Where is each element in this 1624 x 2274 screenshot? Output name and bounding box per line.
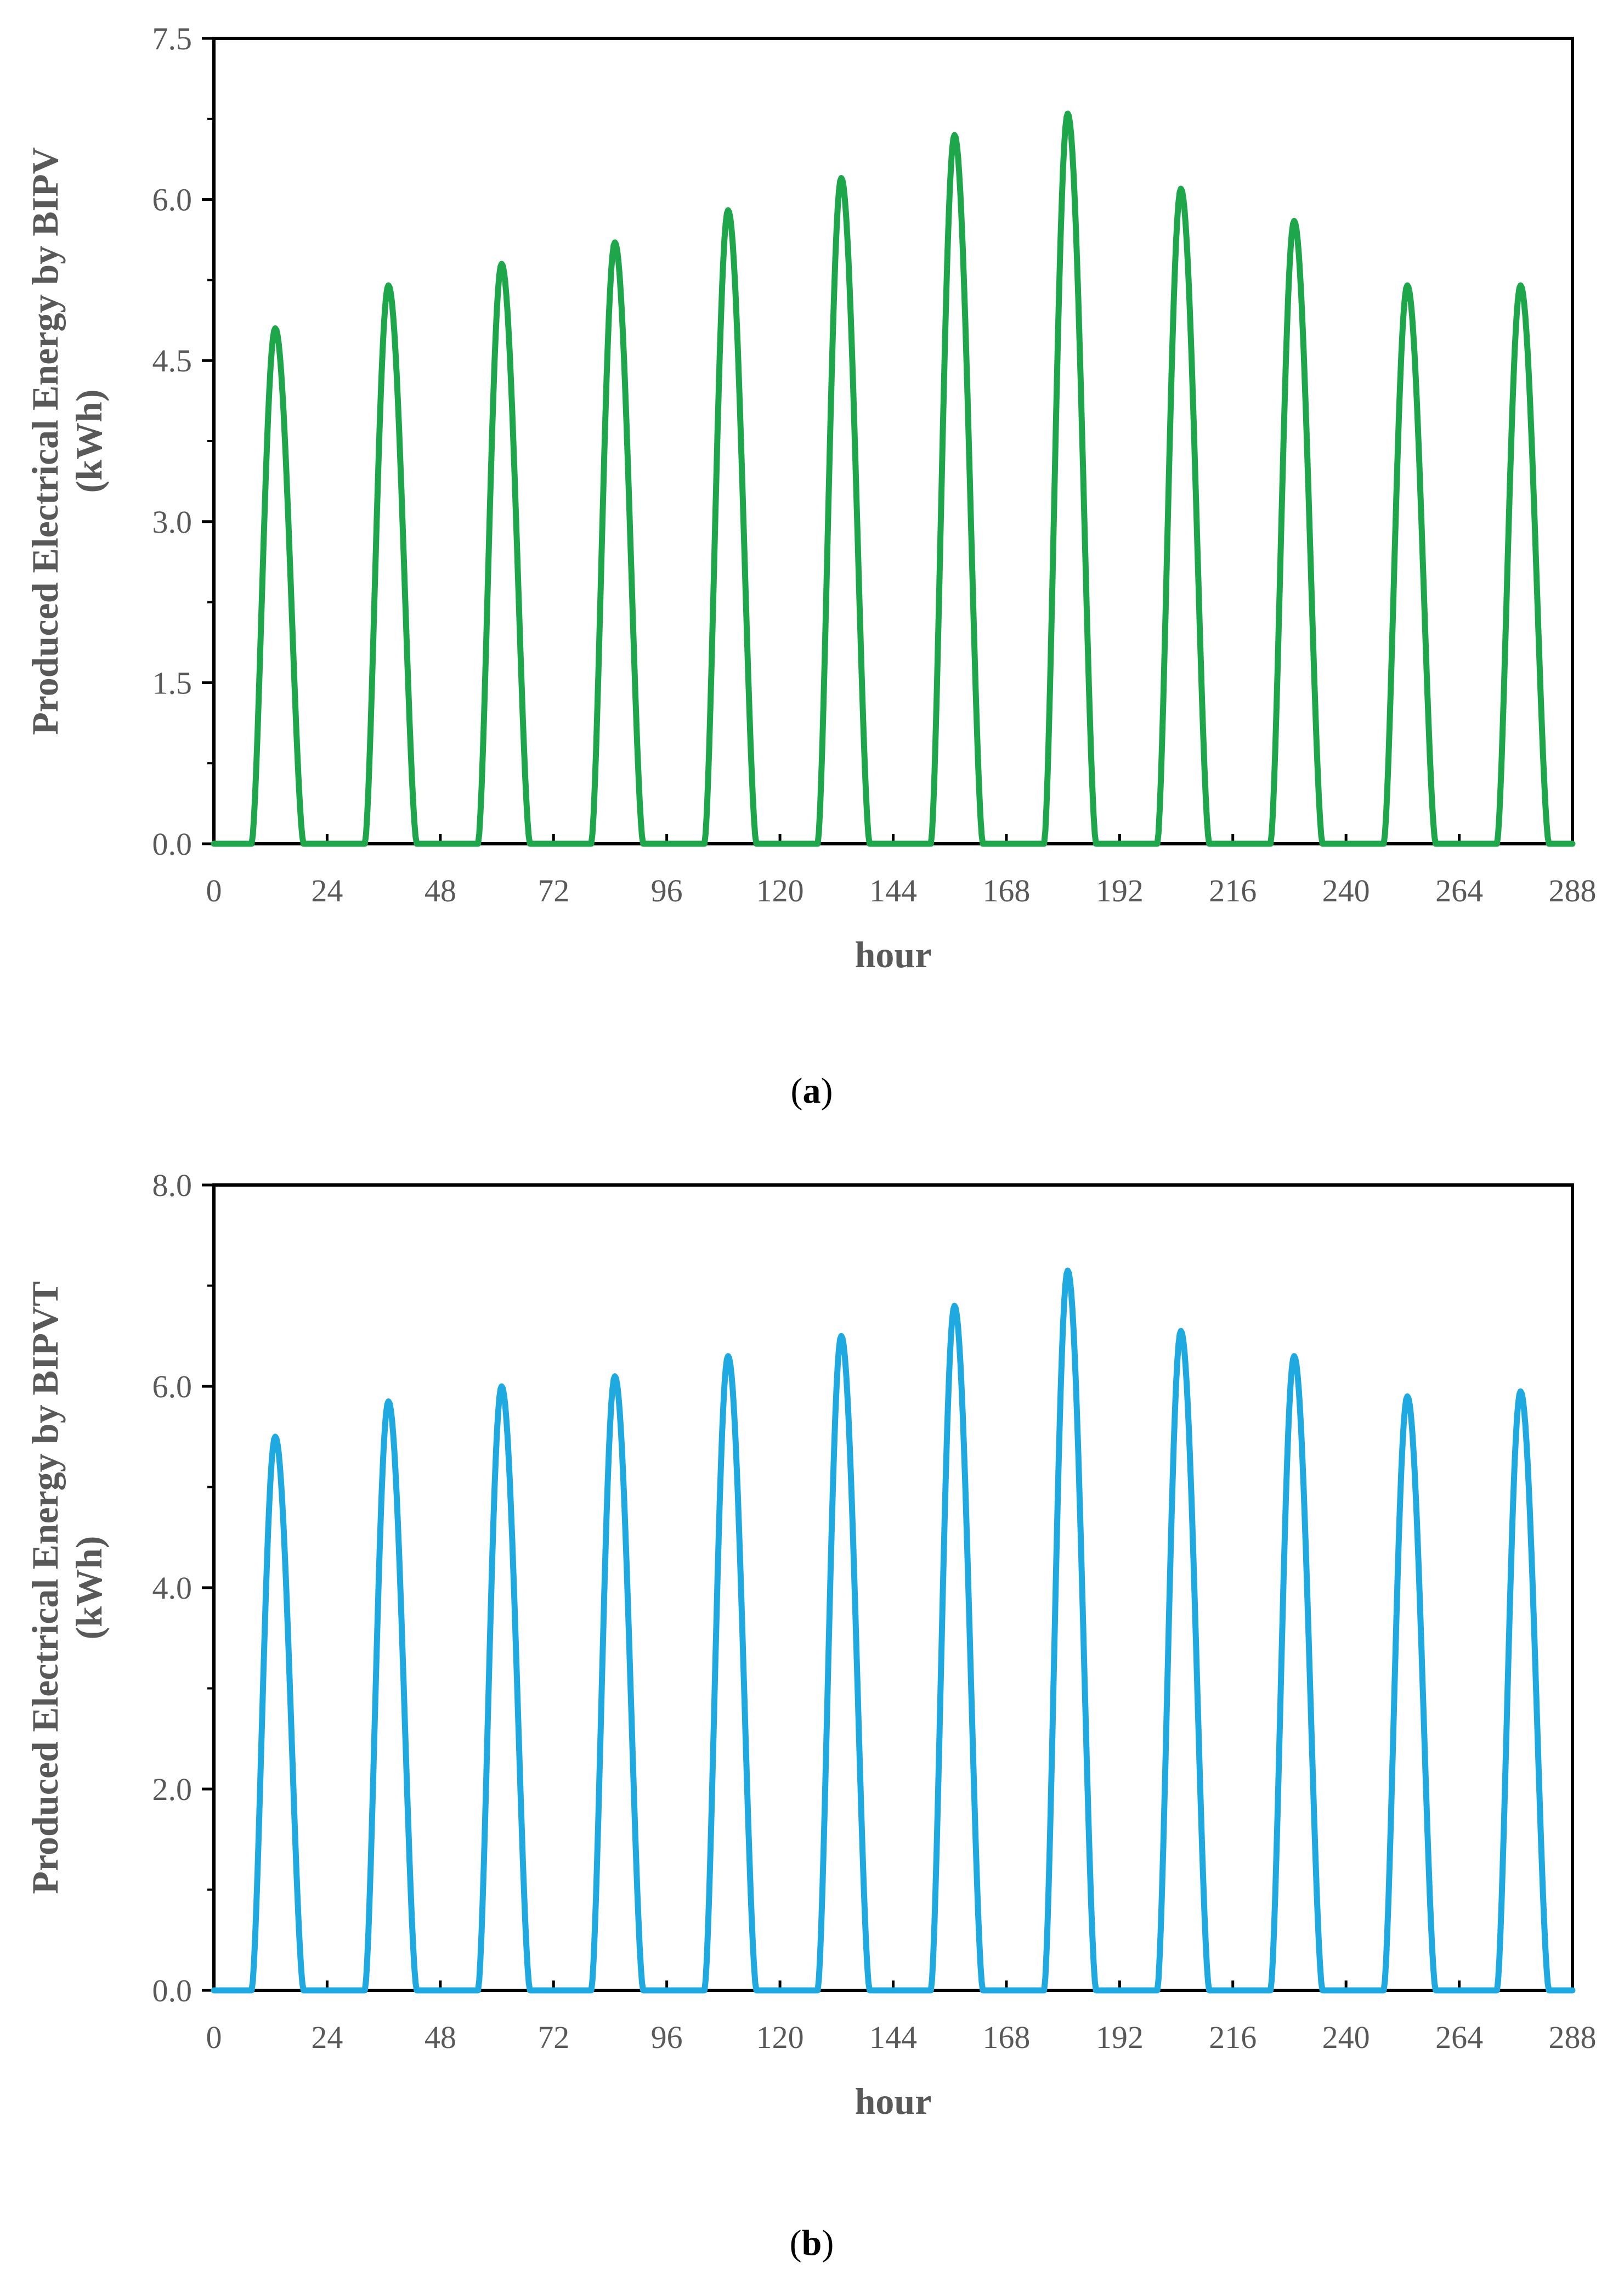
x-tick-label: 168 — [982, 2019, 1030, 2055]
x-tick-label: 264 — [1435, 873, 1483, 909]
y-tick-label: 3.0 — [152, 504, 193, 540]
bipv-energy-line — [211, 110, 1576, 847]
chart-panel-a: 0.0 1.5 3.0 4.5 6.0 7.5 0 24 48 72 96 120 144 168 192… — [24, 21, 1597, 1111]
y-tick-label: 2.0 — [152, 1771, 193, 1807]
x-tick-label: 216 — [1209, 873, 1257, 909]
x-tick-label: 240 — [1322, 2019, 1370, 2055]
x-tick-label: 24 — [311, 873, 343, 909]
y-tick-label: 7.5 — [152, 21, 193, 57]
x-tick-label: 144 — [869, 873, 917, 909]
x-tick-label: 240 — [1322, 873, 1370, 909]
x-axis-title: hour — [855, 934, 932, 975]
x-tick-label: 120 — [756, 2019, 804, 2055]
x-tick-label: 0 — [206, 2019, 222, 2055]
y-tick-label: 8.0 — [152, 1167, 193, 1203]
y-tick-label: 6.0 — [152, 1369, 193, 1404]
bipvt-energy-line — [211, 1267, 1576, 1994]
chart-panel-b: 0.0 2.0 4.0 6.0 8.0 0 24 48 72 96 120 144 168 192 216… — [24, 1167, 1597, 2263]
x-tick-label: 0 — [206, 873, 222, 909]
x-tick-label: 288 — [1549, 2019, 1597, 2055]
x-tick-label: 168 — [982, 873, 1030, 909]
x-tick-label: 192 — [1096, 2019, 1144, 2055]
y-tick-label: 4.5 — [152, 343, 193, 379]
x-tick-label: 264 — [1435, 2019, 1483, 2055]
x-tick-label: 96 — [651, 2019, 683, 2055]
x-tick-label: 288 — [1549, 873, 1597, 909]
y-axis-unit: (kWh) — [68, 390, 110, 493]
x-tick-label: 216 — [1209, 2019, 1257, 2055]
y-tick-label: 1.5 — [152, 665, 193, 701]
x-tick-label: 48 — [425, 873, 456, 909]
x-tick-label: 48 — [425, 2019, 456, 2055]
y-tick-label: 0.0 — [152, 1973, 193, 2008]
x-tick-label: 24 — [311, 2019, 343, 2055]
panel-caption-b: (b) — [790, 2223, 834, 2263]
x-tick-label: 72 — [537, 2019, 569, 2055]
plot-area-frame — [212, 1183, 1574, 1992]
plot-area-frame — [212, 37, 1574, 845]
x-tick-label: 96 — [651, 873, 683, 909]
panel-caption-a: (a) — [791, 1071, 833, 1111]
x-tick-label: 192 — [1096, 873, 1144, 909]
y-tick-label: 4.0 — [152, 1570, 193, 1606]
y-tick-label: 6.0 — [152, 182, 193, 218]
y-axis-title: Produced Electrical Energy by BIPVT — [24, 1282, 66, 1894]
x-tick-label: 120 — [756, 873, 804, 909]
x-tick-label: 72 — [537, 873, 569, 909]
y-axis-title: Produced Electrical Energy by BIPV — [24, 147, 66, 735]
x-tick-label: 144 — [869, 2019, 917, 2055]
x-axis-title: hour — [855, 2080, 932, 2122]
y-axis-unit: (kWh) — [68, 1536, 110, 1640]
y-tick-label: 0.0 — [152, 826, 193, 862]
